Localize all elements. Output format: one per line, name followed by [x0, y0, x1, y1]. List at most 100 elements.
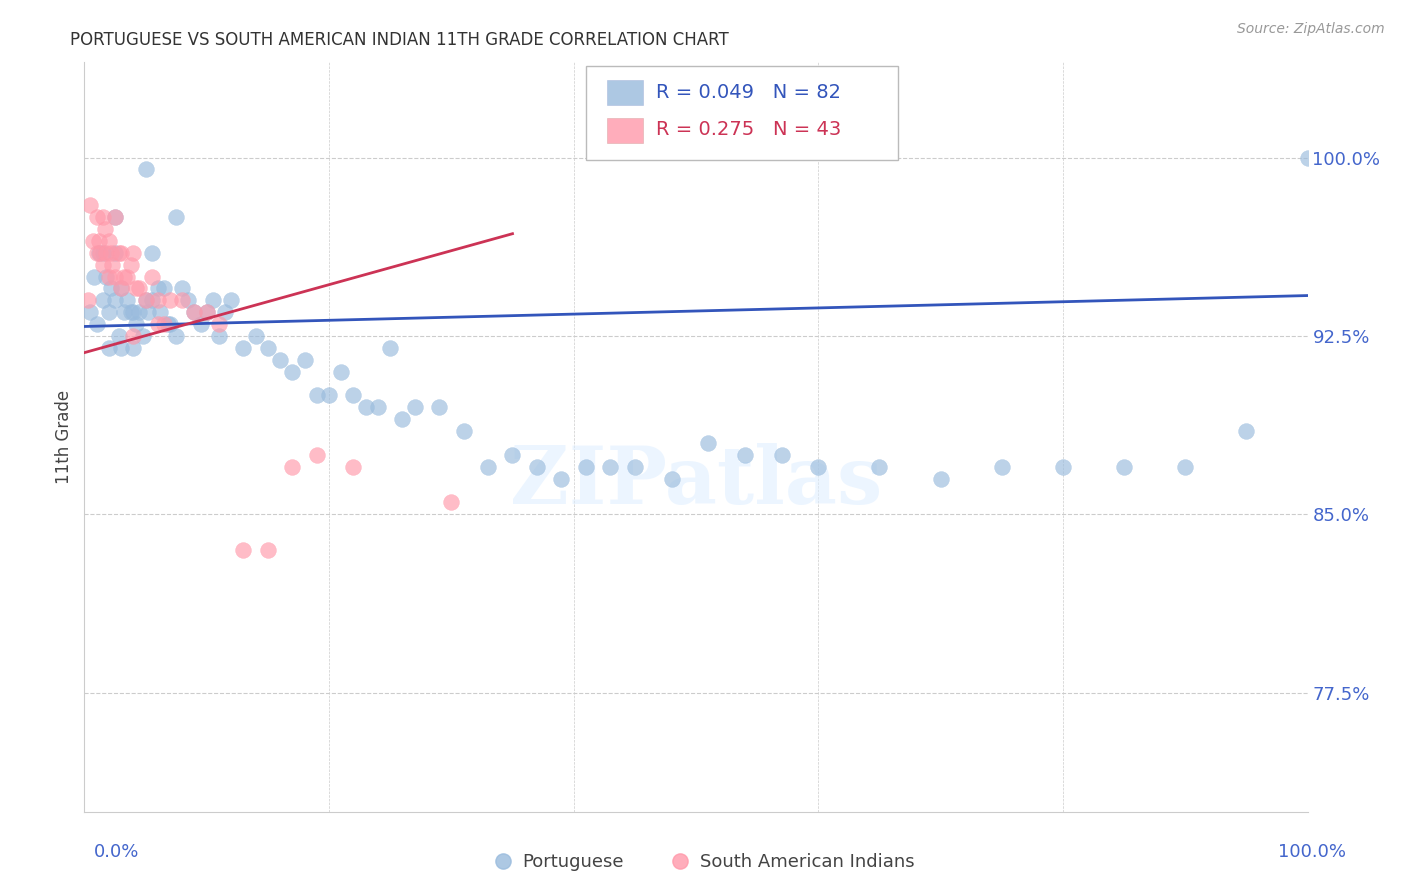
Point	[1236, 424, 1258, 438]
Text: 0.0%: 0.0%	[94, 843, 139, 861]
Point	[110, 281, 132, 295]
Point	[159, 293, 181, 308]
Point	[141, 269, 163, 284]
Point	[146, 293, 169, 308]
Point	[83, 269, 105, 284]
Point	[141, 293, 163, 308]
Point	[208, 329, 231, 343]
Point	[342, 459, 364, 474]
Text: 100.0%: 100.0%	[1278, 843, 1346, 861]
Point	[79, 305, 101, 319]
Point	[153, 281, 176, 295]
Text: PORTUGUESE VS SOUTH AMERICAN INDIAN 11TH GRADE CORRELATION CHART: PORTUGUESE VS SOUTH AMERICAN INDIAN 11TH…	[70, 31, 730, 49]
Point	[82, 234, 104, 248]
Point	[125, 317, 148, 331]
Point	[79, 198, 101, 212]
Point	[575, 459, 598, 474]
Point	[110, 341, 132, 355]
Point	[87, 245, 110, 260]
Point	[342, 388, 364, 402]
Point	[624, 459, 647, 474]
Point	[100, 245, 122, 260]
Point	[94, 222, 117, 236]
Point	[89, 245, 111, 260]
Point	[77, 293, 100, 308]
Point	[195, 305, 218, 319]
Point	[87, 234, 110, 248]
Point	[190, 317, 212, 331]
Point	[135, 293, 157, 308]
Point	[135, 162, 157, 177]
FancyBboxPatch shape	[586, 66, 898, 160]
Point	[97, 341, 120, 355]
Point	[91, 245, 114, 260]
Point	[245, 329, 267, 343]
Point	[807, 459, 830, 474]
Point	[115, 269, 138, 284]
Point	[120, 305, 142, 319]
Point	[214, 305, 236, 319]
Point	[269, 352, 291, 367]
Point	[440, 495, 463, 509]
Point	[97, 305, 120, 319]
Point	[183, 305, 205, 319]
Point	[112, 269, 135, 284]
Point	[97, 234, 120, 248]
Point	[391, 412, 413, 426]
Point	[156, 317, 179, 331]
Point	[132, 329, 155, 343]
Point	[354, 401, 377, 415]
Point	[165, 329, 187, 343]
Point	[86, 245, 108, 260]
Point	[257, 543, 280, 558]
Point	[404, 401, 426, 415]
Point	[770, 448, 793, 462]
Point	[136, 305, 159, 319]
Text: Source: ZipAtlas.com: Source: ZipAtlas.com	[1237, 22, 1385, 37]
Point	[104, 293, 127, 308]
Point	[177, 293, 200, 308]
Point	[1174, 459, 1197, 474]
Point	[149, 305, 172, 319]
Point	[110, 281, 132, 295]
Point	[1296, 151, 1319, 165]
Point	[502, 448, 524, 462]
Point	[128, 281, 150, 295]
Point	[96, 245, 118, 260]
Bar	[606, 80, 644, 105]
Point	[122, 329, 145, 343]
Point	[104, 245, 127, 260]
Point	[91, 210, 114, 224]
Point	[112, 305, 135, 319]
Point	[115, 293, 138, 308]
Point	[453, 424, 475, 438]
Point	[86, 317, 108, 331]
Point	[232, 543, 254, 558]
Point	[330, 365, 353, 379]
Point	[101, 258, 124, 272]
Point	[477, 459, 499, 474]
Point	[100, 281, 122, 295]
Point	[305, 388, 328, 402]
Point	[153, 317, 176, 331]
Y-axis label: 11th Grade: 11th Grade	[55, 390, 73, 484]
Text: R = 0.049   N = 82: R = 0.049 N = 82	[655, 83, 841, 102]
Point	[146, 317, 169, 331]
Point	[104, 269, 127, 284]
Point	[1114, 459, 1136, 474]
Point	[110, 245, 132, 260]
Bar	[606, 118, 644, 143]
Point	[135, 293, 157, 308]
Text: ZIPatlas: ZIPatlas	[510, 443, 882, 521]
Point	[120, 258, 142, 272]
Point	[232, 341, 254, 355]
Point	[294, 352, 316, 367]
Point	[599, 459, 621, 474]
Point	[929, 472, 952, 486]
Point	[91, 258, 114, 272]
Point	[257, 341, 280, 355]
Point	[367, 401, 389, 415]
Point	[550, 472, 572, 486]
Point	[427, 401, 450, 415]
Point	[97, 269, 120, 284]
